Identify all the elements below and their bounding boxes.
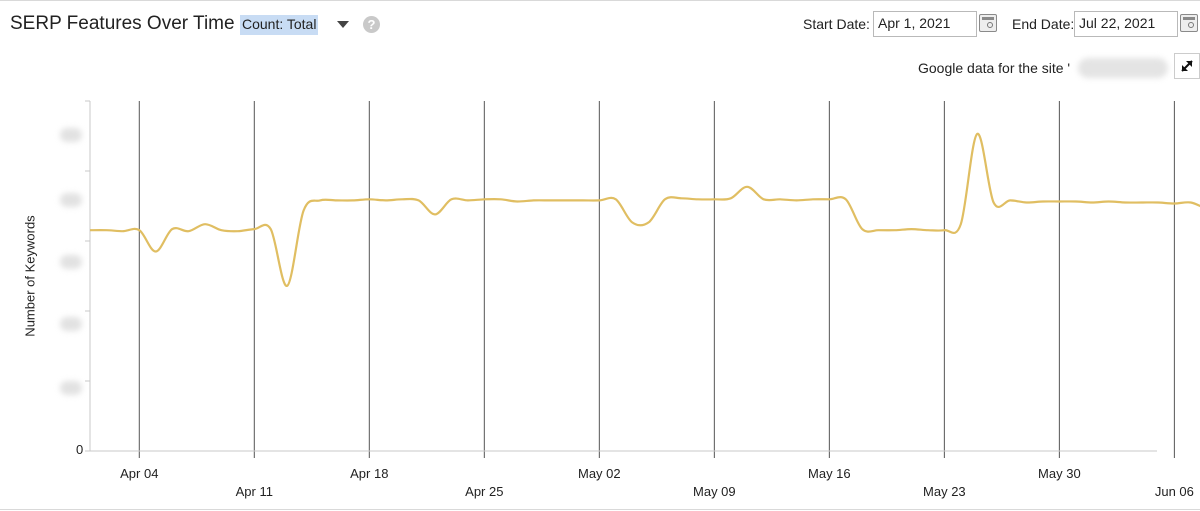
- chart-series: [89, 132, 1200, 287]
- x-tick-label: May 23: [923, 484, 966, 499]
- chart-grid: [138, 101, 1175, 458]
- y-tick-label-redacted: [60, 255, 82, 269]
- y-tick-label-redacted: [60, 193, 82, 207]
- x-tick-label: Apr 25: [465, 484, 503, 499]
- start-date-label: Start Date:: [803, 16, 870, 32]
- x-tick-label: May 16: [808, 466, 851, 481]
- y-tick-label: 0: [76, 442, 84, 457]
- y-axis-label: Number of Keywords: [22, 215, 38, 337]
- expand-icon: [1181, 60, 1193, 72]
- series-line: [89, 132, 1200, 287]
- x-tick-label: Apr 11: [236, 484, 273, 499]
- x-axis-ticks: Apr 04 Apr 11 Apr 18 Apr 25 May 02 May 09 May …: [120, 466, 1194, 499]
- chart-axes: [85, 100, 1157, 452]
- x-tick-label: May 30: [1038, 466, 1081, 481]
- y-tick-label-redacted: [60, 128, 82, 142]
- calendar-icon[interactable]: [1180, 14, 1198, 32]
- y-tick-label-redacted: [60, 317, 82, 331]
- x-tick-label: May 09: [693, 484, 736, 499]
- end-date-input[interactable]: Jul 22, 2021: [1074, 11, 1178, 37]
- site-label: Google data for the site ': [918, 60, 1071, 76]
- chevron-down-icon[interactable]: [337, 21, 349, 28]
- end-date-label: End Date:: [1012, 16, 1075, 32]
- x-tick-label: Apr 18: [350, 466, 388, 481]
- start-date-input[interactable]: Apr 1, 2021: [873, 11, 977, 37]
- y-tick-label-redacted: [60, 381, 82, 395]
- x-tick-label: Jun 06: [1155, 484, 1194, 499]
- help-icon[interactable]: ?: [363, 16, 380, 33]
- chart-title: SERP Features Over Time: [10, 13, 235, 34]
- x-tick-label: May 02: [578, 466, 621, 481]
- x-tick-label: Apr 04: [120, 466, 158, 481]
- count-selector[interactable]: Count: Total: [240, 15, 319, 35]
- calendar-icon[interactable]: [979, 14, 997, 32]
- site-name-redacted: [1078, 58, 1168, 78]
